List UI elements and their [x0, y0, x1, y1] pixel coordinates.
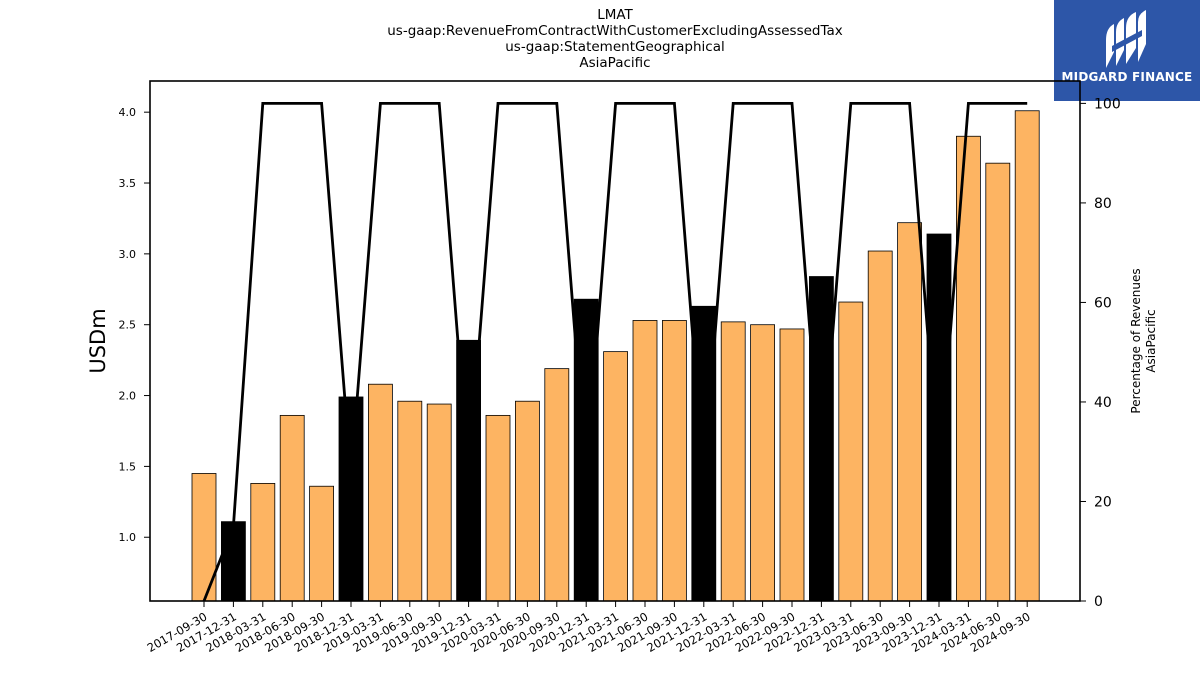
- bar: [691, 305, 717, 602]
- bar: [720, 321, 746, 602]
- bar: [926, 233, 952, 602]
- right-axis-label: Percentage of Revenues: [1129, 268, 1143, 413]
- right-tick-label: 40: [1094, 395, 1112, 411]
- bar: [426, 403, 452, 602]
- y-tick-label: 1.5: [119, 460, 137, 473]
- bar: [220, 521, 246, 602]
- chart-title-line: us-gaap:RevenueFromContractWithCustomerE…: [387, 23, 843, 39]
- y-tick-label: 2.5: [119, 319, 137, 332]
- percentage-line: [202, 101, 1028, 602]
- bar: [662, 320, 687, 602]
- bar: [338, 396, 364, 602]
- bar: [485, 414, 511, 602]
- right-axis-ticks: 0 20 40 60 80 100: [1080, 96, 1121, 610]
- bar: [573, 298, 599, 602]
- right-tick-label: 20: [1094, 494, 1112, 510]
- bar: [515, 400, 540, 602]
- right-axis-label: AsiaPacific: [1144, 309, 1158, 372]
- left-axis-ticks: 1.0 1.5 2.0 2.5 3.0 3.5 4.0: [119, 106, 150, 544]
- y-tick-label: 4.0: [119, 106, 137, 119]
- x-axis-ticks: 2017-09-302017-12-312018-03-312018-06-30…: [145, 601, 1033, 655]
- bar: [367, 383, 393, 602]
- right-tick-label: 0: [1094, 594, 1103, 610]
- bar: [250, 482, 276, 602]
- logo-text: MIDGARD FINANCE: [1061, 70, 1193, 84]
- right-tick-label: 60: [1094, 295, 1112, 311]
- line-layer: [202, 101, 1028, 602]
- right-tick-label: 80: [1094, 196, 1112, 212]
- y-tick-label: 3.0: [119, 248, 137, 261]
- y-tick-label: 1.0: [119, 531, 137, 544]
- axes-layer: [149, 80, 1081, 602]
- bar: [603, 351, 628, 602]
- bar: [397, 400, 423, 602]
- bar: [1014, 110, 1040, 602]
- y-tick-label: 2.0: [119, 390, 137, 403]
- bar: [985, 162, 1011, 602]
- chart-title-line: AsiaPacific: [579, 55, 651, 71]
- bar: [544, 368, 570, 602]
- brand-logo: MIDGARD FINANCE: [1054, 0, 1200, 101]
- chart-title-line: LMAT: [597, 7, 633, 23]
- plot-frame: [149, 80, 1081, 602]
- bar: [809, 276, 834, 602]
- midgard-logo-icon: [1106, 10, 1146, 68]
- bar: [632, 320, 658, 602]
- bar: [779, 328, 805, 602]
- bar: [309, 485, 335, 602]
- chart-title-line: us-gaap:StatementGeographical: [505, 39, 725, 55]
- y-tick-label: 3.5: [119, 177, 137, 190]
- y-axis-label: USDm: [86, 308, 110, 373]
- right-tick-label: 100: [1094, 96, 1121, 112]
- bar: [867, 250, 893, 602]
- bar: [838, 301, 864, 602]
- bar: [897, 222, 922, 602]
- bar: [750, 324, 775, 602]
- bar: [279, 414, 305, 602]
- bars-layer: [191, 110, 1040, 602]
